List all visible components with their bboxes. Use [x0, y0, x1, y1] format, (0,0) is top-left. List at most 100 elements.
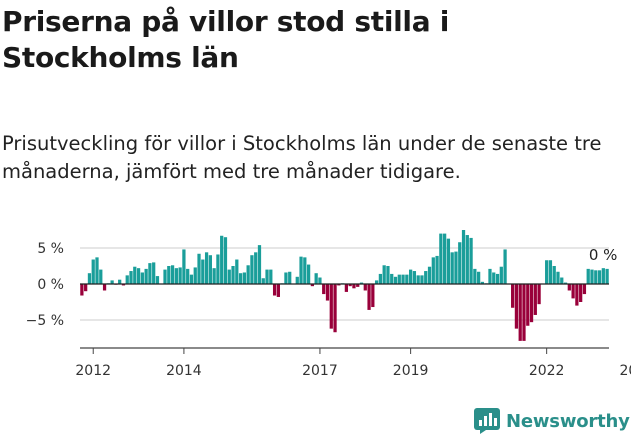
x-tick-label: 2019: [393, 363, 429, 379]
bar: [514, 284, 519, 329]
bar: [393, 276, 398, 284]
bar: [461, 230, 466, 284]
bar: [216, 254, 220, 284]
bar: [299, 256, 303, 284]
bar: [601, 268, 605, 284]
bar: [386, 266, 390, 284]
bar: [537, 284, 541, 305]
x-tick-label: 2024: [620, 363, 631, 379]
bar: [529, 284, 534, 323]
bar: [579, 284, 583, 302]
bar: [110, 280, 114, 284]
bar: [522, 284, 526, 341]
bar: [220, 235, 224, 284]
bar: [344, 284, 349, 292]
bar: [87, 273, 92, 284]
bar: [443, 233, 447, 284]
brand-name: Newsworthy: [506, 410, 630, 432]
bar: [276, 284, 280, 297]
bar: [465, 235, 469, 284]
bar: [91, 259, 95, 284]
bar: [495, 273, 500, 284]
bar: [371, 284, 375, 308]
newsworthy-logo-icon: [474, 408, 500, 434]
bar: [450, 252, 454, 284]
bar: [133, 266, 137, 284]
bar: [322, 284, 326, 295]
bar: [594, 270, 598, 284]
bar: [163, 269, 167, 284]
bar: [193, 267, 197, 284]
bar: [140, 272, 144, 284]
bar: [420, 275, 424, 284]
bar: [235, 259, 239, 284]
bar: [356, 284, 360, 287]
bar: [250, 255, 254, 284]
bar: [560, 277, 564, 284]
bar: [310, 284, 315, 287]
bar: [427, 266, 432, 284]
last-value-annotation: 0 %: [589, 246, 618, 264]
bar: [325, 284, 330, 301]
bar: [590, 269, 594, 284]
bar: [563, 282, 568, 284]
bar: [367, 284, 371, 310]
bar: [439, 233, 443, 284]
bar: [533, 284, 537, 315]
bar: [582, 284, 587, 295]
bar: [359, 282, 364, 284]
bar: [242, 272, 246, 284]
bar: [435, 255, 439, 284]
bar: [284, 272, 288, 284]
bar: [503, 249, 507, 284]
bar: [121, 284, 126, 286]
bar: [125, 275, 129, 284]
y-tick-label: 0 %: [37, 277, 64, 293]
bar: [182, 249, 186, 284]
bar: [155, 276, 160, 284]
y-tick-label: 5 %: [37, 241, 64, 257]
bar: [136, 268, 141, 284]
bar: [492, 272, 496, 284]
bar: [348, 284, 352, 287]
bar: [526, 284, 530, 326]
bar: [333, 284, 337, 333]
bar: [458, 242, 462, 284]
bar: [144, 268, 148, 284]
bar: [257, 245, 262, 284]
bar: [548, 260, 553, 284]
bar: [238, 273, 243, 284]
bar: [454, 251, 458, 284]
bar: [586, 268, 590, 284]
bar: [473, 268, 477, 284]
bar: [212, 268, 216, 284]
bar: [518, 284, 522, 341]
chart-title: Priserna på villor stod stilla i Stockho…: [2, 5, 450, 74]
bar: [167, 266, 171, 284]
bar: [95, 257, 99, 284]
bar: [409, 269, 413, 284]
bar: [352, 284, 356, 289]
bar: [170, 265, 175, 284]
bar: [480, 281, 485, 284]
bar: [477, 271, 481, 284]
bar: [545, 260, 549, 284]
y-axis-ticks: 5 % 0 % −5 %: [26, 241, 64, 329]
bar: [306, 264, 311, 284]
bar: [511, 284, 515, 308]
x-axis-ticks: 2012 2014 2017 2019 2022 2024: [75, 348, 631, 379]
x-tick-label: 2014: [166, 363, 202, 379]
bar: [223, 237, 228, 284]
bar: [337, 284, 341, 286]
bar: [189, 274, 194, 284]
bar: [148, 263, 152, 284]
bar: [102, 284, 107, 291]
bar: [208, 255, 212, 284]
bar: [552, 266, 556, 284]
bar: [556, 271, 560, 284]
x-tick-label: 2022: [529, 363, 565, 379]
bar: [605, 268, 609, 284]
bar: [597, 270, 602, 284]
bar: [129, 271, 133, 284]
bar: [378, 273, 383, 284]
